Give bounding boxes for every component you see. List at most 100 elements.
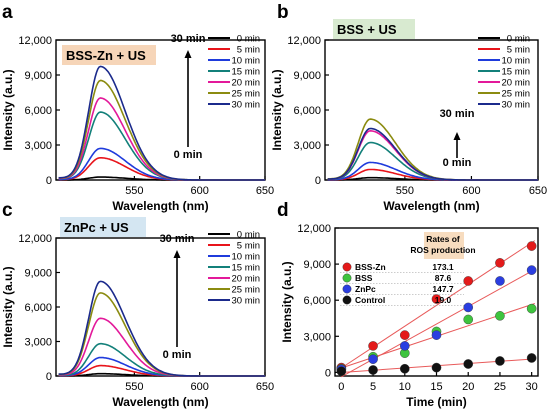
series-curve <box>58 111 265 181</box>
data-point <box>336 366 347 376</box>
y-axis-label: Intensity (a.u.) <box>1 69 15 150</box>
x-tick-label: 15 <box>430 381 442 393</box>
arrow-label-bottom: 0 min <box>443 157 472 169</box>
y-tick-label: 12,000 <box>287 35 321 47</box>
legend-label: 30 min <box>231 100 260 111</box>
legend-label: 0 min <box>507 34 530 45</box>
data-point <box>368 354 378 364</box>
y-tick-label: 6,000 <box>24 105 52 117</box>
legend-label: 30 min <box>501 100 530 111</box>
data-point <box>495 356 505 366</box>
arrow-label-top: 30 min <box>171 33 206 45</box>
y-axis-label: Intensity (a.u.) <box>280 261 294 342</box>
y-axis-label: Intensity (a.u.) <box>1 266 15 347</box>
x-tick-label: 0 <box>338 381 344 393</box>
panel-letter: b <box>277 2 289 23</box>
legend-label: 30 min <box>231 296 260 307</box>
arrow-head <box>453 132 461 140</box>
data-point <box>463 314 474 325</box>
legend-label: 15 min <box>231 263 260 274</box>
legend-rate: 147.7 <box>432 284 454 294</box>
panel-c: c 0 3,000 6,000 9,000 12,000 550 600 650 Waveleng… <box>1 200 274 409</box>
x-tick-label: 650 <box>256 185 274 197</box>
legend-label: 20 min <box>231 274 260 285</box>
x-tick-label: 600 <box>191 381 209 393</box>
legend-label: BSS <box>355 273 373 283</box>
arrow-label-bottom: 0 min <box>174 149 203 161</box>
y-tick-label: 6,000 <box>293 105 321 117</box>
y-tick-label: 12,000 <box>18 233 52 245</box>
series-curve <box>327 127 538 181</box>
legend-label: BSS-Zn <box>355 262 386 272</box>
panel-letter: d <box>277 200 289 221</box>
y-tick-label: 0 <box>46 371 52 383</box>
panel-title: BSS-Zn + US <box>66 48 146 63</box>
legend-label: 5 min <box>237 241 260 252</box>
data-point <box>526 303 537 314</box>
panel-b: b 0 3,000 6,000 9,000 12,000 550 600 650 Waveleng… <box>270 2 547 213</box>
legend-label: 5 min <box>237 45 260 56</box>
x-tick-label: 600 <box>462 185 480 197</box>
y-tick-label: 9,000 <box>293 70 321 82</box>
x-tick-label: 5 <box>370 381 376 393</box>
legend-label: Control <box>355 295 385 305</box>
y-tick-label: 3,000 <box>24 140 52 152</box>
panel-a: a 0 3,000 6,000 9,000 12,000 550 600 650 Waveleng… <box>1 2 274 213</box>
title-box <box>60 217 146 237</box>
legend-rate: 173.1 <box>432 262 454 272</box>
y-tick-label: 6,000 <box>24 302 52 314</box>
data-point <box>463 359 474 369</box>
y-tick-label: 0 <box>46 175 52 187</box>
x-tick-label: 25 <box>494 381 506 393</box>
data-point <box>399 363 410 374</box>
legend-header-bg <box>424 232 464 259</box>
y-tick-label: 9,000 <box>24 268 52 280</box>
x-axis-label: Wavelength (nm) <box>112 395 208 409</box>
data-point <box>399 330 410 340</box>
x-tick-label: 550 <box>125 185 143 197</box>
data-point <box>399 341 410 351</box>
arrow-head <box>173 250 181 258</box>
legend-marker <box>342 273 352 283</box>
y-axis-label: Intensity (a.u.) <box>270 69 284 150</box>
legend-marker <box>342 295 352 305</box>
legend-rate: 19.0 <box>435 295 452 305</box>
y-tick-label: 3,000 <box>24 337 52 349</box>
series-curve <box>58 317 265 377</box>
legend-label: 10 min <box>501 56 530 67</box>
x-tick-label: 20 <box>462 381 474 393</box>
legend-label: 15 min <box>501 67 530 78</box>
legend-label: 0 min <box>237 34 260 45</box>
y-tick-label: 12,000 <box>18 35 52 47</box>
data-point <box>526 353 537 363</box>
title-box <box>333 19 415 39</box>
legend-label: 25 min <box>231 89 260 100</box>
panel-letter: a <box>2 2 13 23</box>
y-tick-label: 3,000 <box>303 331 331 343</box>
x-tick-label: 10 <box>399 381 411 393</box>
data-point <box>526 241 537 251</box>
legend-label: 25 min <box>231 285 260 296</box>
legend-label: 10 min <box>231 56 260 67</box>
data-point <box>495 258 505 268</box>
y-tick-label: 0 <box>315 175 321 187</box>
y-tick-label: 12,000 <box>297 223 331 235</box>
x-axis-label: Time (min) <box>406 395 466 409</box>
y-tick-label: 9,000 <box>24 70 52 82</box>
arrow-head <box>184 50 192 58</box>
x-tick-label: 550 <box>125 381 143 393</box>
x-tick-label: 600 <box>191 185 209 197</box>
data-point <box>431 330 442 340</box>
arrow-label-top: 30 min <box>160 233 195 245</box>
title-box <box>62 45 156 65</box>
legend-marker <box>342 262 352 272</box>
x-tick-label: 650 <box>529 185 547 197</box>
x-axis-label: Wavelength (nm) <box>383 199 479 213</box>
data-point <box>463 302 474 313</box>
legend-marker <box>342 284 352 294</box>
legend-label: 0 min <box>237 230 260 241</box>
y-tick-label: 6,000 <box>303 295 331 307</box>
arrow-label-bottom: 0 min <box>163 349 192 361</box>
data-point <box>495 276 505 286</box>
